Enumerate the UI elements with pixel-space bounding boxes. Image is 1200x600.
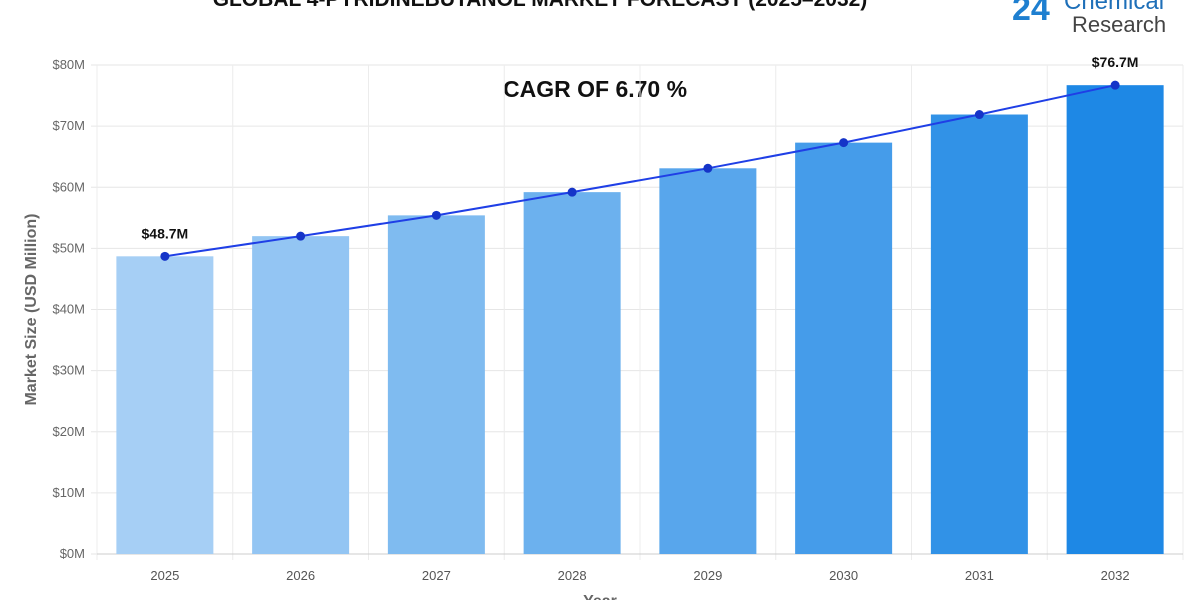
data-point-2029 bbox=[703, 163, 713, 173]
logo-line1: Chemical bbox=[1064, 0, 1165, 15]
data-point-2030 bbox=[839, 138, 849, 148]
cagr-annotation: CAGR OF 6.70 % bbox=[503, 76, 688, 102]
y-tick-label: $50M bbox=[52, 240, 85, 255]
x-tick-label: 2025 bbox=[150, 568, 179, 583]
bar-2028 bbox=[523, 192, 621, 554]
data-point-2028 bbox=[567, 187, 577, 197]
y-axis-label: Market Size (USD Million) bbox=[23, 213, 40, 405]
bar-2029 bbox=[659, 168, 757, 554]
bar-2031 bbox=[930, 114, 1028, 554]
data-point-2025 bbox=[160, 251, 170, 261]
logo: 24 Chemical Research bbox=[1012, 0, 1200, 40]
x-tick-label: 2030 bbox=[829, 568, 858, 583]
y-tick-label: $10M bbox=[52, 485, 85, 500]
data-point-2032 bbox=[1110, 80, 1120, 90]
data-point-2026 bbox=[296, 231, 306, 241]
bar-2030 bbox=[795, 142, 893, 554]
x-tick-label: 2029 bbox=[693, 568, 722, 583]
x-tick-label: 2027 bbox=[422, 568, 451, 583]
trend-line bbox=[164, 84, 1116, 258]
bar-2032 bbox=[1066, 85, 1164, 554]
chart-title: GLOBAL 4-PYRIDINEBUTANOL MARKET FORECAST… bbox=[0, 0, 1080, 12]
data-point-2031 bbox=[974, 110, 984, 120]
y-tick-label: $30M bbox=[52, 363, 85, 378]
bar-2027 bbox=[387, 215, 485, 554]
bar-2026 bbox=[252, 236, 350, 554]
logo-number: 24 bbox=[1012, 0, 1050, 28]
y-tick-label: $70M bbox=[52, 118, 85, 133]
y-tick-label: $60M bbox=[52, 179, 85, 194]
data-point-2027 bbox=[431, 210, 441, 220]
y-tick-label: $40M bbox=[52, 302, 85, 317]
data-label: $48.7M bbox=[142, 225, 189, 241]
y-tick-label: $0M bbox=[60, 546, 85, 561]
x-tick-label: 2026 bbox=[286, 568, 315, 583]
y-tick-label: $20M bbox=[52, 424, 85, 439]
data-label: $76.7M bbox=[1092, 54, 1139, 70]
x-tick-label: 2031 bbox=[965, 568, 994, 583]
x-tick-label: 2032 bbox=[1101, 568, 1130, 583]
y-tick-label: $80M bbox=[52, 57, 85, 72]
x-axis-label: Year bbox=[583, 593, 617, 600]
logo-line2: Research bbox=[1072, 12, 1167, 37]
bar-2025 bbox=[116, 256, 214, 554]
x-tick-label: 2028 bbox=[558, 568, 587, 583]
